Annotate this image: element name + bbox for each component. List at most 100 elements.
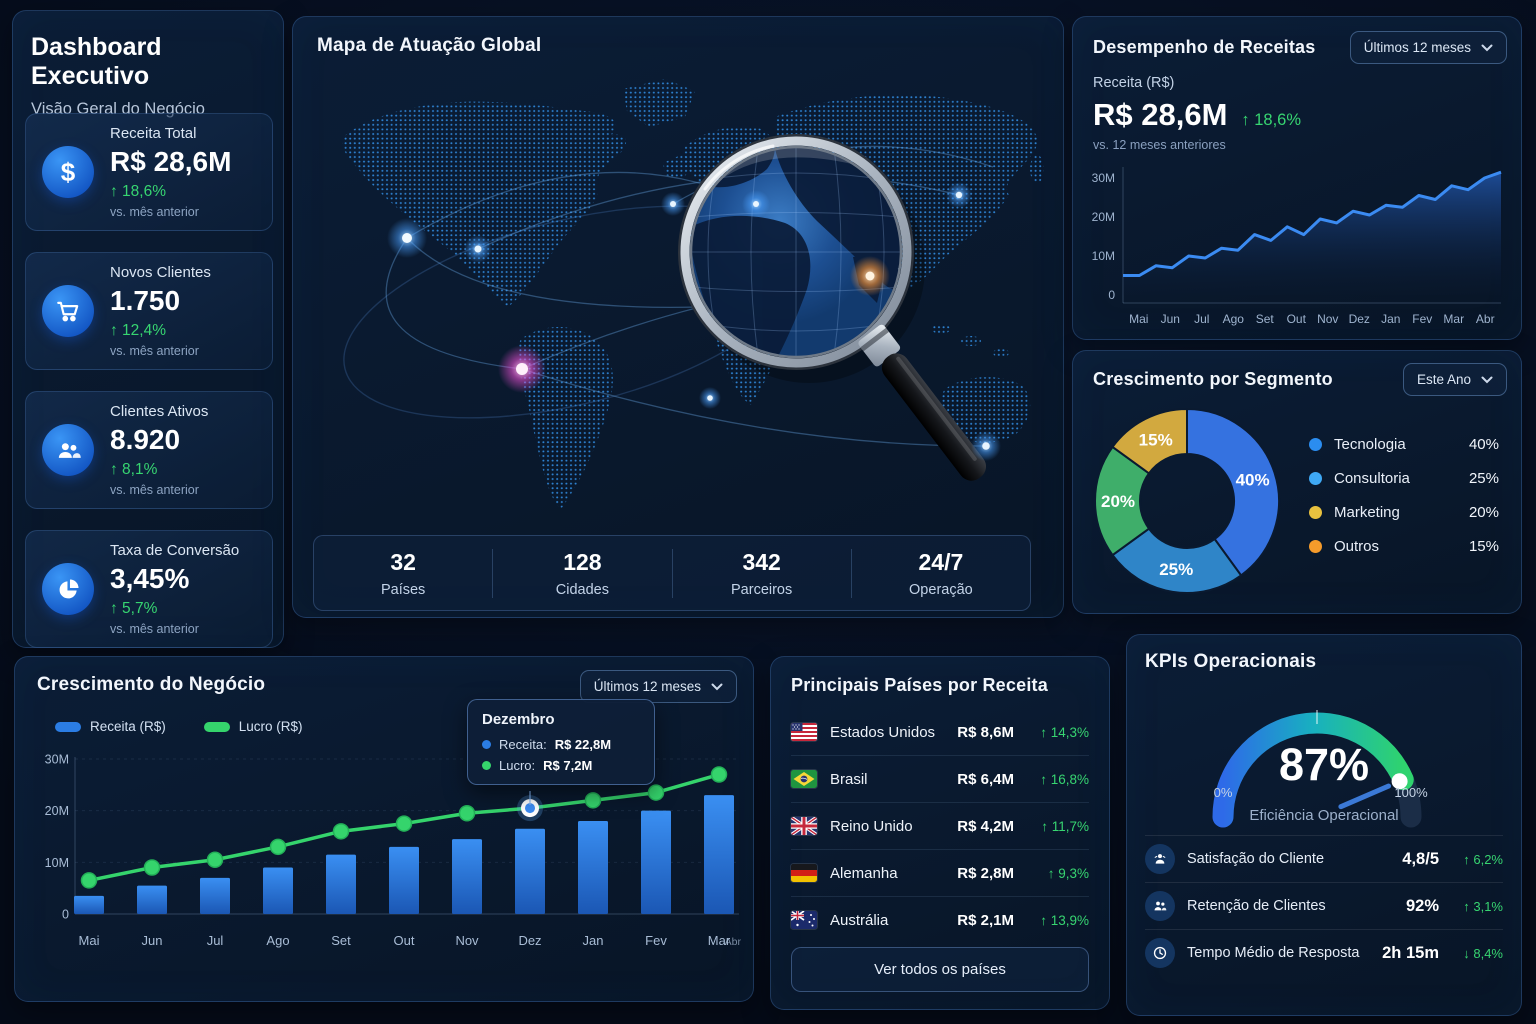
- svg-text:Ago: Ago: [266, 933, 289, 948]
- svg-text:25%: 25%: [1159, 560, 1193, 579]
- legend-pct: 25%: [1468, 469, 1499, 487]
- revenue-metric-value: R$ 28,6M: [1093, 97, 1228, 132]
- revenue-metric-label: Receita (R$): [1093, 75, 1175, 91]
- svg-text:0: 0: [62, 908, 69, 922]
- country-change: ↑ 14,3%: [1040, 724, 1089, 740]
- kpi-value: 3,45%: [110, 562, 190, 594]
- kpi-card-clientes-ativos: Clientes Ativos 8.920 ↑ 8,1% vs. mês ant…: [25, 391, 273, 509]
- revenue-trend-chart[interactable]: 0 10M 20M 30M Mai Jun Jul Ago Set Out Nov Dez Jan Fev…: [1085, 159, 1511, 331]
- svg-text:Nov: Nov: [455, 933, 479, 948]
- legend-label: Marketing: [1334, 503, 1400, 521]
- svg-text:Dez: Dez: [1349, 312, 1370, 326]
- stat-parceiros: 342 Parceiros: [671, 548, 851, 598]
- kpi-delta: ↑ 12,4%: [110, 321, 167, 339]
- country-row-brasil: Brasil R$ 6,4M ↑ 16,8%: [791, 756, 1089, 803]
- kpi-label: Taxa de Conversão: [110, 541, 240, 559]
- svg-text:20M: 20M: [45, 804, 69, 818]
- business-growth-panel: Crescimento do Negócio Últimos 12 meses …: [14, 656, 754, 1002]
- growth-panel-title: Crescimento do Negócio: [37, 674, 266, 695]
- legend-item-marketing: Marketing 20%: [1309, 495, 1499, 529]
- kpi-row-value: 2h 15m: [1382, 943, 1439, 962]
- legend-label: Outros: [1334, 537, 1380, 555]
- kpi-row-change: ↑ 3,1%: [1463, 898, 1503, 914]
- tooltip-connector: [529, 791, 531, 805]
- svg-text:Fev: Fev: [645, 933, 667, 948]
- legend-dot: [1309, 505, 1322, 519]
- kpi-label: Clientes Ativos: [110, 402, 209, 420]
- kpi-row-satisfacao: Satisfação do Cliente 4,8/5 ↑ 6,2%: [1145, 835, 1503, 882]
- map-title: Mapa de Atuação Global: [317, 35, 542, 56]
- kpis-panel-title: KPIs Operacionais: [1145, 651, 1317, 672]
- customer-satisfaction-icon: [1145, 844, 1175, 874]
- country-change: ↑ 9,3%: [1047, 865, 1089, 881]
- growth-combo-chart[interactable]: 0 10M 20M 30M Mai Jun Jul Ago Set Out Nov Dez Jan Fev…: [25, 749, 749, 989]
- kpi-row-value: 4,8/5: [1402, 849, 1439, 868]
- svg-text:Abr: Abr: [725, 936, 742, 948]
- flag-uk-icon: [791, 817, 817, 835]
- svg-text:Ago: Ago: [1223, 312, 1245, 326]
- svg-text:Out: Out: [394, 933, 415, 948]
- tooltip-row-receita: Receita: R$ 22,8M: [482, 737, 640, 752]
- svg-text:20M: 20M: [1092, 210, 1115, 224]
- flag-de-icon: [791, 864, 817, 882]
- svg-text:40%: 40%: [1236, 471, 1270, 490]
- revenue-performance-panel: Desempenho de Receitas Últimos 12 meses …: [1072, 16, 1522, 340]
- stat-value: 342: [742, 548, 781, 575]
- countries-panel-title: Principais Países por Receita: [791, 675, 1048, 695]
- legend-pct: 40%: [1468, 435, 1499, 453]
- kpi-label: Receita Total: [110, 124, 197, 142]
- stat-paises: 32 Países: [314, 549, 492, 598]
- legend-item-outros: Outros 15%: [1309, 529, 1499, 563]
- revenue-metric-caption: vs. 12 meses anteriores: [1093, 138, 1226, 152]
- legend-dot: [1309, 437, 1322, 451]
- legend-item-tecnologia: Tecnologia 40%: [1309, 427, 1499, 461]
- gauge-value: 87%: [1278, 739, 1370, 790]
- kpi-row-label: Tempo Médio de Resposta: [1187, 945, 1360, 961]
- segment-period-dropdown[interactable]: Este Ano: [1402, 363, 1507, 396]
- kpi-row-change: ↓ 8,4%: [1463, 945, 1503, 961]
- map-stats-bar: 32 Países 128 Cidades 342 Parceiros 24/7…: [313, 535, 1031, 611]
- country-name: Alemanha: [830, 864, 898, 882]
- segment-donut-chart[interactable]: 40% 25% 20% 15%: [1087, 401, 1287, 601]
- dropdown-value: Este Ano: [1416, 372, 1471, 387]
- dropdown-value: Últimos 12 meses: [1363, 40, 1471, 55]
- country-value: R$ 4,2M: [957, 817, 1014, 835]
- stat-operacao: 24/7 Operação: [850, 548, 1030, 598]
- stat-value: 32: [390, 548, 416, 575]
- kpi-caption: vs. mês anterior: [110, 622, 199, 636]
- view-all-countries-button[interactable]: Ver todos os países: [791, 947, 1089, 992]
- svg-text:10M: 10M: [45, 856, 69, 870]
- kpi-delta: ↑ 8,1%: [110, 460, 158, 478]
- segment-panel-title: Crescimento por Segmento: [1093, 369, 1333, 389]
- flag-br-icon: [791, 770, 817, 788]
- growth-period-dropdown[interactable]: Últimos 12 meses: [579, 670, 737, 703]
- svg-text:Mar: Mar: [1443, 312, 1464, 326]
- kpi-row-label: Retenção de Clientes: [1187, 898, 1326, 914]
- growth-legend: Receita (R$) Lucro (R$): [55, 719, 303, 734]
- users-icon: [42, 424, 94, 476]
- svg-text:Jan: Jan: [1381, 312, 1400, 326]
- chevron-down-icon: [711, 683, 723, 690]
- kpi-caption: vs. mês anterior: [110, 344, 199, 358]
- global-map-panel: Mapa de Atuação Global: [292, 16, 1064, 618]
- country-name: Estados Unidos: [830, 723, 936, 741]
- flag-au-icon: [791, 911, 817, 929]
- legend-dot: [1309, 539, 1322, 553]
- country-value: R$ 6,4M: [957, 770, 1014, 788]
- kpi-caption: vs. mês anterior: [110, 205, 199, 219]
- svg-text:Jul: Jul: [207, 933, 224, 948]
- chevron-down-icon: [1481, 44, 1493, 51]
- tooltip-row-lucro: Lucro: R$ 7,2M: [482, 758, 640, 773]
- legend-item-receita: Receita (R$): [55, 719, 166, 734]
- kpi-row-change: ↑ 6,2%: [1463, 851, 1503, 867]
- svg-text:15%: 15%: [1139, 431, 1173, 450]
- kpi-value: 8.920: [110, 423, 181, 455]
- svg-text:30M: 30M: [45, 753, 69, 767]
- svg-text:Jan: Jan: [583, 933, 604, 948]
- revenue-period-dropdown[interactable]: Últimos 12 meses: [1349, 31, 1507, 64]
- cart-icon: [42, 285, 94, 337]
- kpi-row-retencao: Retenção de Clientes 92% ↑ 3,1%: [1145, 882, 1503, 929]
- svg-text:Out: Out: [1287, 312, 1307, 326]
- country-change: ↑ 11,7%: [1041, 818, 1089, 834]
- svg-text:Mai: Mai: [1129, 312, 1148, 326]
